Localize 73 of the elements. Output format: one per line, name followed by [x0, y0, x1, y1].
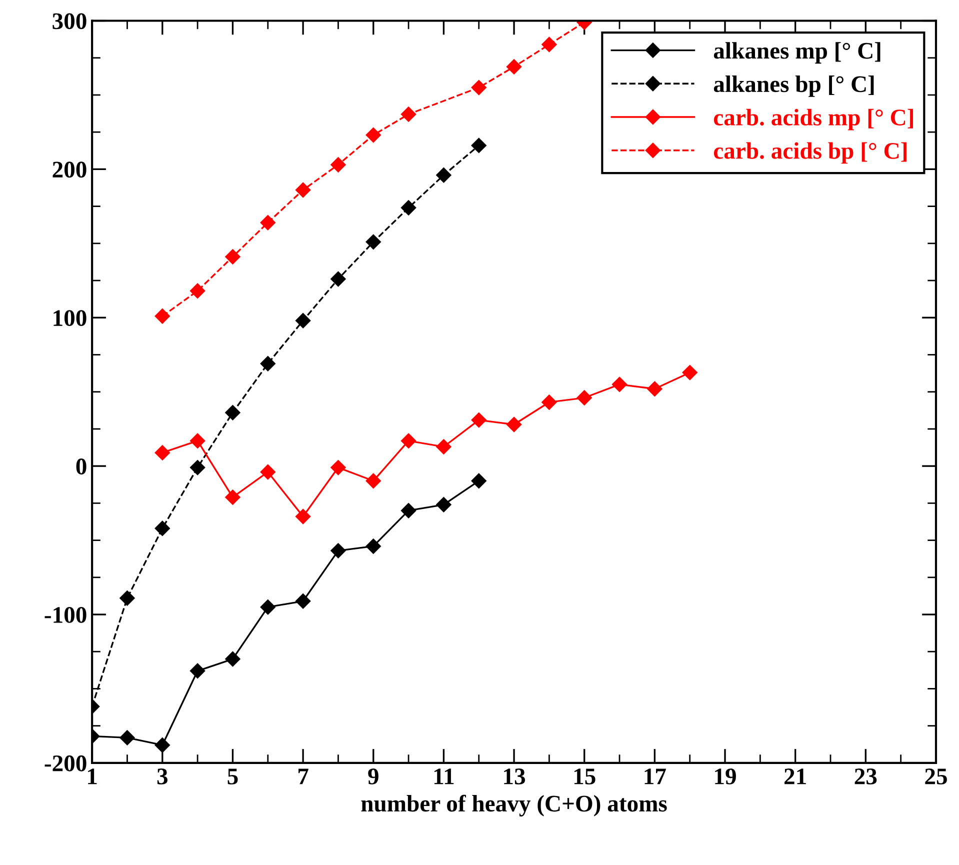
point	[366, 234, 381, 250]
x-tick-label: 19	[715, 768, 736, 784]
x-tick-label: 17	[644, 768, 666, 784]
point	[366, 473, 381, 488]
point	[260, 464, 276, 480]
point	[154, 308, 170, 324]
x-axis-title: number of heavy (C+O) atoms	[361, 794, 667, 816]
point	[330, 543, 346, 558]
y-tick-label: 0	[76, 458, 86, 474]
point	[295, 594, 311, 609]
x-tick-label: 15	[574, 768, 596, 784]
point	[225, 651, 240, 667]
point	[612, 376, 628, 392]
point	[471, 412, 486, 428]
legend-label: alkanes bp [° C]	[714, 76, 874, 97]
point	[366, 127, 381, 143]
x-tick-label: 9	[368, 768, 378, 784]
point	[542, 394, 557, 410]
point	[295, 313, 311, 328]
point	[295, 182, 311, 198]
point	[260, 356, 276, 372]
point	[400, 433, 416, 448]
point	[400, 106, 416, 122]
y-tick-label: 300	[52, 13, 86, 30]
x-tick-label: 11	[434, 768, 454, 784]
legend-label: carb. acids mp [° C]	[714, 108, 913, 130]
y-tick-label: 100	[54, 310, 86, 326]
point	[330, 271, 346, 287]
point	[436, 168, 452, 183]
x-tick-label: 23	[854, 768, 877, 784]
point	[647, 381, 662, 396]
y-tick-label: 200	[52, 162, 86, 178]
point	[190, 663, 206, 678]
x-tick-label: 7	[298, 768, 308, 784]
point	[295, 508, 311, 524]
point	[225, 490, 240, 505]
point	[471, 80, 486, 96]
point	[225, 405, 240, 420]
x-tick-label: 3	[157, 768, 168, 784]
point	[471, 138, 486, 154]
point	[436, 497, 452, 512]
point	[542, 36, 557, 52]
x-tick-label: 13	[504, 768, 526, 784]
y-tick-label: -200	[44, 755, 86, 772]
point	[154, 520, 170, 536]
point	[190, 460, 206, 476]
point	[436, 439, 452, 454]
point	[260, 215, 276, 230]
x-tick-label: 5	[228, 768, 238, 784]
point	[506, 416, 522, 432]
point	[330, 157, 346, 172]
legend-label: carb. acids bp [° C]	[714, 142, 906, 164]
point	[190, 283, 206, 298]
point	[682, 364, 698, 380]
point	[260, 600, 276, 615]
point	[120, 730, 135, 746]
point	[330, 460, 346, 476]
point	[366, 538, 381, 554]
point	[400, 200, 416, 216]
x-tick-label: 25	[925, 768, 947, 784]
point	[506, 59, 522, 74]
point	[154, 445, 170, 460]
y-tick-label: -100	[44, 606, 86, 623]
point	[154, 738, 170, 753]
point	[471, 473, 486, 488]
point	[120, 590, 135, 606]
point	[225, 249, 240, 264]
point	[576, 390, 592, 406]
x-tick-label: 21	[784, 768, 806, 784]
point	[400, 503, 416, 518]
legend-label: alkanes mp [° C]	[714, 42, 880, 64]
x-tick-label: 1	[88, 768, 97, 784]
point	[190, 433, 206, 448]
